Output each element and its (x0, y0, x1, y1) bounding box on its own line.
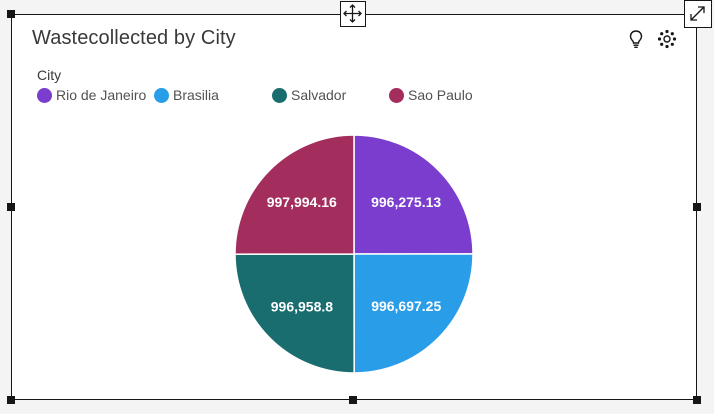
pie-label-rio-de-janeiro: 996,275.13 (371, 194, 441, 210)
legend-label-rio-de-janeiro: Rio de Janeiro (56, 87, 147, 103)
resize-handle-bottom-right[interactable] (693, 396, 701, 404)
pie-slice-brasilia[interactable] (353, 253, 474, 374)
legend-label-salvador: Salvador (291, 87, 347, 103)
pie-label-sao-paulo: 997,994.16 (267, 194, 337, 210)
pie-label-salvador: 996,958.8 (271, 298, 333, 314)
resize-handle-left[interactable] (7, 203, 15, 211)
legend-item-sao-paulo[interactable]: Sao Paulo (389, 87, 473, 103)
legend-swatch-rio-de-janeiro (37, 87, 52, 103)
legend-label-sao-paulo: Sao Paulo (408, 87, 473, 103)
pie-label-brasilia: 996,697.25 (371, 298, 441, 314)
legend-item-salvador[interactable]: Salvador (272, 87, 346, 103)
settings-icon[interactable] (656, 28, 678, 50)
legend-item-brasilia[interactable]: Brasilia (154, 87, 219, 103)
expand-button[interactable] (684, 0, 712, 28)
pie-slice-rio-de-janeiro[interactable] (353, 134, 474, 255)
move-icon (343, 4, 362, 23)
legend-item-rio-de-janeiro[interactable]: Rio de Janeiro (37, 87, 146, 103)
legend-swatch-sao-paulo (389, 87, 404, 103)
chart-widget[interactable]: Wastecollected by City City Rio de Janei… (11, 14, 697, 400)
lightbulb-icon[interactable] (625, 28, 647, 50)
legend-swatch-salvador (272, 87, 287, 103)
move-handle[interactable] (340, 1, 366, 27)
resize-handle-top-left[interactable] (7, 10, 15, 18)
resize-handle-right[interactable] (693, 203, 701, 211)
legend-label-brasilia: Brasilia (173, 87, 219, 103)
pie-slice-salvador[interactable] (234, 253, 355, 374)
pie-slice-sao-paulo[interactable] (234, 134, 355, 255)
resize-handle-bottom[interactable] (349, 396, 357, 404)
widget-title: Wastecollected by City (32, 27, 236, 49)
expand-icon (690, 6, 705, 21)
pie-chart: 996,275.13 996,697.25 996,958.8 997,994.16 (234, 134, 474, 374)
legend-swatch-brasilia (154, 87, 169, 103)
resize-handle-bottom-left[interactable] (7, 396, 15, 404)
legend-title: City (37, 67, 62, 83)
